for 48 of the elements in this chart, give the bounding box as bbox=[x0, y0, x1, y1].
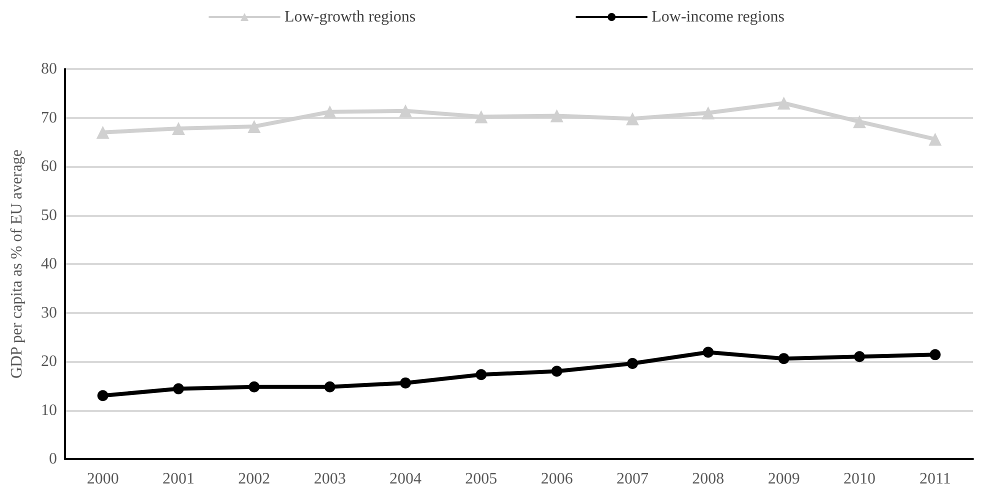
legend-label: Low-growth regions bbox=[284, 8, 416, 26]
point bbox=[172, 122, 185, 135]
point bbox=[702, 106, 715, 120]
point bbox=[702, 346, 714, 358]
point bbox=[777, 96, 790, 110]
x-tick-label: 2010 bbox=[844, 470, 876, 488]
point bbox=[930, 349, 941, 360]
x-tick-label: 2002 bbox=[238, 470, 270, 488]
y-tick-label: 0 bbox=[49, 450, 57, 468]
y-tick-label: 70 bbox=[41, 109, 57, 126]
x-tick-label: 2004 bbox=[390, 470, 422, 488]
point bbox=[96, 126, 110, 139]
point bbox=[324, 381, 336, 392]
x-tick-label: 2011 bbox=[919, 470, 951, 488]
x-tick-label: 2006 bbox=[540, 470, 573, 488]
point bbox=[173, 383, 184, 394]
x-tick-label: 2000 bbox=[86, 470, 119, 488]
x-tick-label: 2008 bbox=[692, 470, 724, 488]
point bbox=[928, 132, 942, 146]
y-tick-label: 10 bbox=[41, 402, 57, 419]
y-tick-label: 40 bbox=[41, 256, 57, 272]
x-tick-label: 2001 bbox=[162, 470, 194, 488]
y-tick-label: 60 bbox=[41, 158, 57, 175]
point bbox=[626, 112, 639, 126]
point bbox=[854, 351, 865, 362]
point bbox=[853, 115, 866, 128]
x-tick-label: 2009 bbox=[768, 470, 800, 488]
legend-label: Low-income regions bbox=[652, 8, 784, 26]
point bbox=[400, 377, 411, 388]
point bbox=[778, 353, 790, 364]
y-tick-label: 80 bbox=[41, 60, 57, 78]
point bbox=[550, 109, 564, 122]
y-tick-label: 30 bbox=[41, 304, 57, 322]
point bbox=[97, 390, 108, 402]
point bbox=[551, 366, 562, 377]
point bbox=[474, 110, 488, 124]
y-tick-label: 50 bbox=[41, 206, 57, 224]
x-tick-label: 2005 bbox=[465, 470, 498, 488]
x-tick-label: 2003 bbox=[314, 470, 346, 488]
x-tick-label: 2007 bbox=[616, 470, 648, 488]
point bbox=[248, 120, 261, 134]
point bbox=[627, 358, 638, 369]
y-axis-title: GDP per capita as % of EU average bbox=[8, 149, 26, 379]
y-tick-label: 20 bbox=[41, 353, 57, 370]
point bbox=[248, 381, 260, 392]
point bbox=[323, 105, 336, 118]
point bbox=[399, 104, 412, 118]
point bbox=[476, 369, 487, 380]
